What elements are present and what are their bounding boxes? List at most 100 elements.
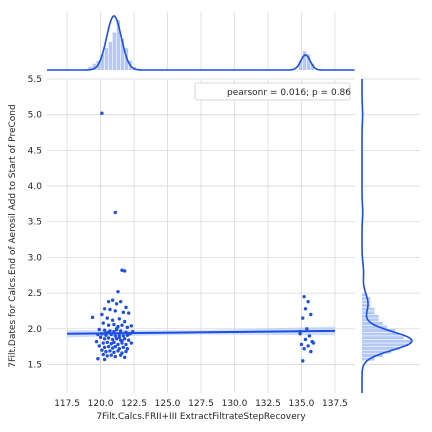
scatter-point <box>309 349 313 354</box>
x-tick-label: 120.0 <box>88 399 114 409</box>
scatter-point <box>102 357 107 362</box>
scatter-point <box>116 289 120 294</box>
y-marginal-bar <box>362 350 392 354</box>
x-marginal-bar <box>100 54 104 70</box>
scatter-point <box>113 354 117 359</box>
y-marginal-bar <box>362 296 371 300</box>
y-axis-label: 7Filt.Dates for Calcs.End of Aerosil Add… <box>8 104 18 367</box>
scatter-point <box>106 299 111 304</box>
scatter-point <box>116 349 120 353</box>
x-tick-label: 137.5 <box>322 399 348 409</box>
scatter-point <box>116 342 120 347</box>
scatter-point <box>122 337 127 341</box>
scatter-point <box>306 344 310 348</box>
scatter-point <box>120 268 124 272</box>
scatter-point <box>105 340 109 345</box>
y-marginal-bar <box>362 304 371 308</box>
scatter-point <box>94 339 99 344</box>
scatter-point <box>110 337 115 342</box>
scatter-point <box>96 357 100 361</box>
x-tick-label: 130.0 <box>222 399 248 409</box>
y-marginal-bar <box>362 346 400 350</box>
y-marginal-bar <box>362 293 367 297</box>
scatter-point <box>307 334 312 338</box>
scatter-point <box>109 353 113 357</box>
y-marginal-bar <box>362 300 371 304</box>
scatter-point <box>117 335 122 340</box>
y-marginal-bar <box>362 336 404 340</box>
y-tick-label: 4.5 <box>28 146 42 156</box>
scatter-point <box>97 327 101 332</box>
scatter-point <box>303 337 308 342</box>
scatter-point <box>121 310 126 315</box>
legend-box <box>194 82 351 101</box>
y-marginal-bar <box>362 329 396 333</box>
scatter-point <box>109 342 113 346</box>
x-marginal-bar <box>120 38 125 70</box>
scatter-point <box>125 325 130 330</box>
x-tick-label: 135.0 <box>289 399 315 409</box>
x-marginal-bar <box>104 48 108 70</box>
x-axis-label: 7Filt.Calcs.FRII+III ExtractFiltrateStep… <box>96 412 306 422</box>
scatter-point <box>102 307 107 311</box>
regression-line <box>67 329 335 335</box>
scatter-point <box>100 348 104 352</box>
y-tick-label: 3.5 <box>28 218 42 228</box>
scatter-point <box>125 347 130 351</box>
x-marginal-bar <box>306 54 311 70</box>
scatter-point <box>124 349 128 354</box>
scatter-point <box>303 307 308 311</box>
scatter-point <box>112 350 116 355</box>
x-tick-label: 125.0 <box>155 399 181 409</box>
y-marginal-bar <box>362 318 379 322</box>
scatter-point <box>106 336 111 340</box>
x-tick-label: 127.5 <box>188 399 214 409</box>
scatter-point <box>105 316 109 320</box>
scatter-point <box>113 334 117 338</box>
scatter-point <box>101 321 105 325</box>
scatter-point <box>112 340 116 345</box>
scatter-point <box>305 327 309 331</box>
x-marginal-kde-line <box>47 15 355 71</box>
x-marginal-bar <box>92 63 96 70</box>
scatter-point <box>121 334 126 338</box>
scatter-point <box>112 322 116 327</box>
y-tick-label: 5.5 <box>28 75 42 85</box>
scatter-point <box>124 305 128 310</box>
scatter-point <box>106 323 111 327</box>
scatter-point <box>301 359 305 363</box>
legend: pearsonr = 0.016; p = 0.86 <box>194 82 351 101</box>
y-marginal-bar <box>362 354 383 358</box>
scatter-point <box>113 344 117 349</box>
scatter-point <box>106 344 111 349</box>
scatter-point <box>302 347 306 351</box>
y-marginal-bar <box>362 343 408 347</box>
scatter-point <box>110 318 115 322</box>
legend-text: pearsonr = 0.016; p = 0.86 <box>227 88 351 98</box>
scatter-point <box>100 111 104 115</box>
y-tick-label: 5.0 <box>28 111 43 121</box>
scatter-plot-area: 117.5 120.0 122.5 125.0 127.5 130.0 132.5 135.0… <box>8 75 355 422</box>
scatter-point <box>122 269 127 273</box>
scatter-point <box>113 210 117 215</box>
scatter-point <box>102 345 107 350</box>
scatter-point <box>113 309 117 313</box>
y-tick-label: 4.0 <box>28 182 43 192</box>
scatter-point <box>124 342 128 347</box>
y-marginal-bar <box>362 325 387 329</box>
scatter-point <box>120 339 124 343</box>
scatter-point <box>101 352 105 357</box>
scatter-point <box>125 333 130 337</box>
x-marginal-bar <box>116 20 121 70</box>
x-marginal-bar <box>88 66 92 70</box>
x-marginal-bar <box>108 41 113 70</box>
scatter-point <box>306 299 310 304</box>
scatter-point <box>121 345 126 350</box>
scatter-point <box>100 312 104 317</box>
scatter-point <box>301 316 305 320</box>
x-marginal-bar <box>298 60 303 70</box>
scatter-point <box>108 307 112 312</box>
y-marginal-bar <box>362 314 379 318</box>
y-marginal-bar <box>362 307 375 311</box>
